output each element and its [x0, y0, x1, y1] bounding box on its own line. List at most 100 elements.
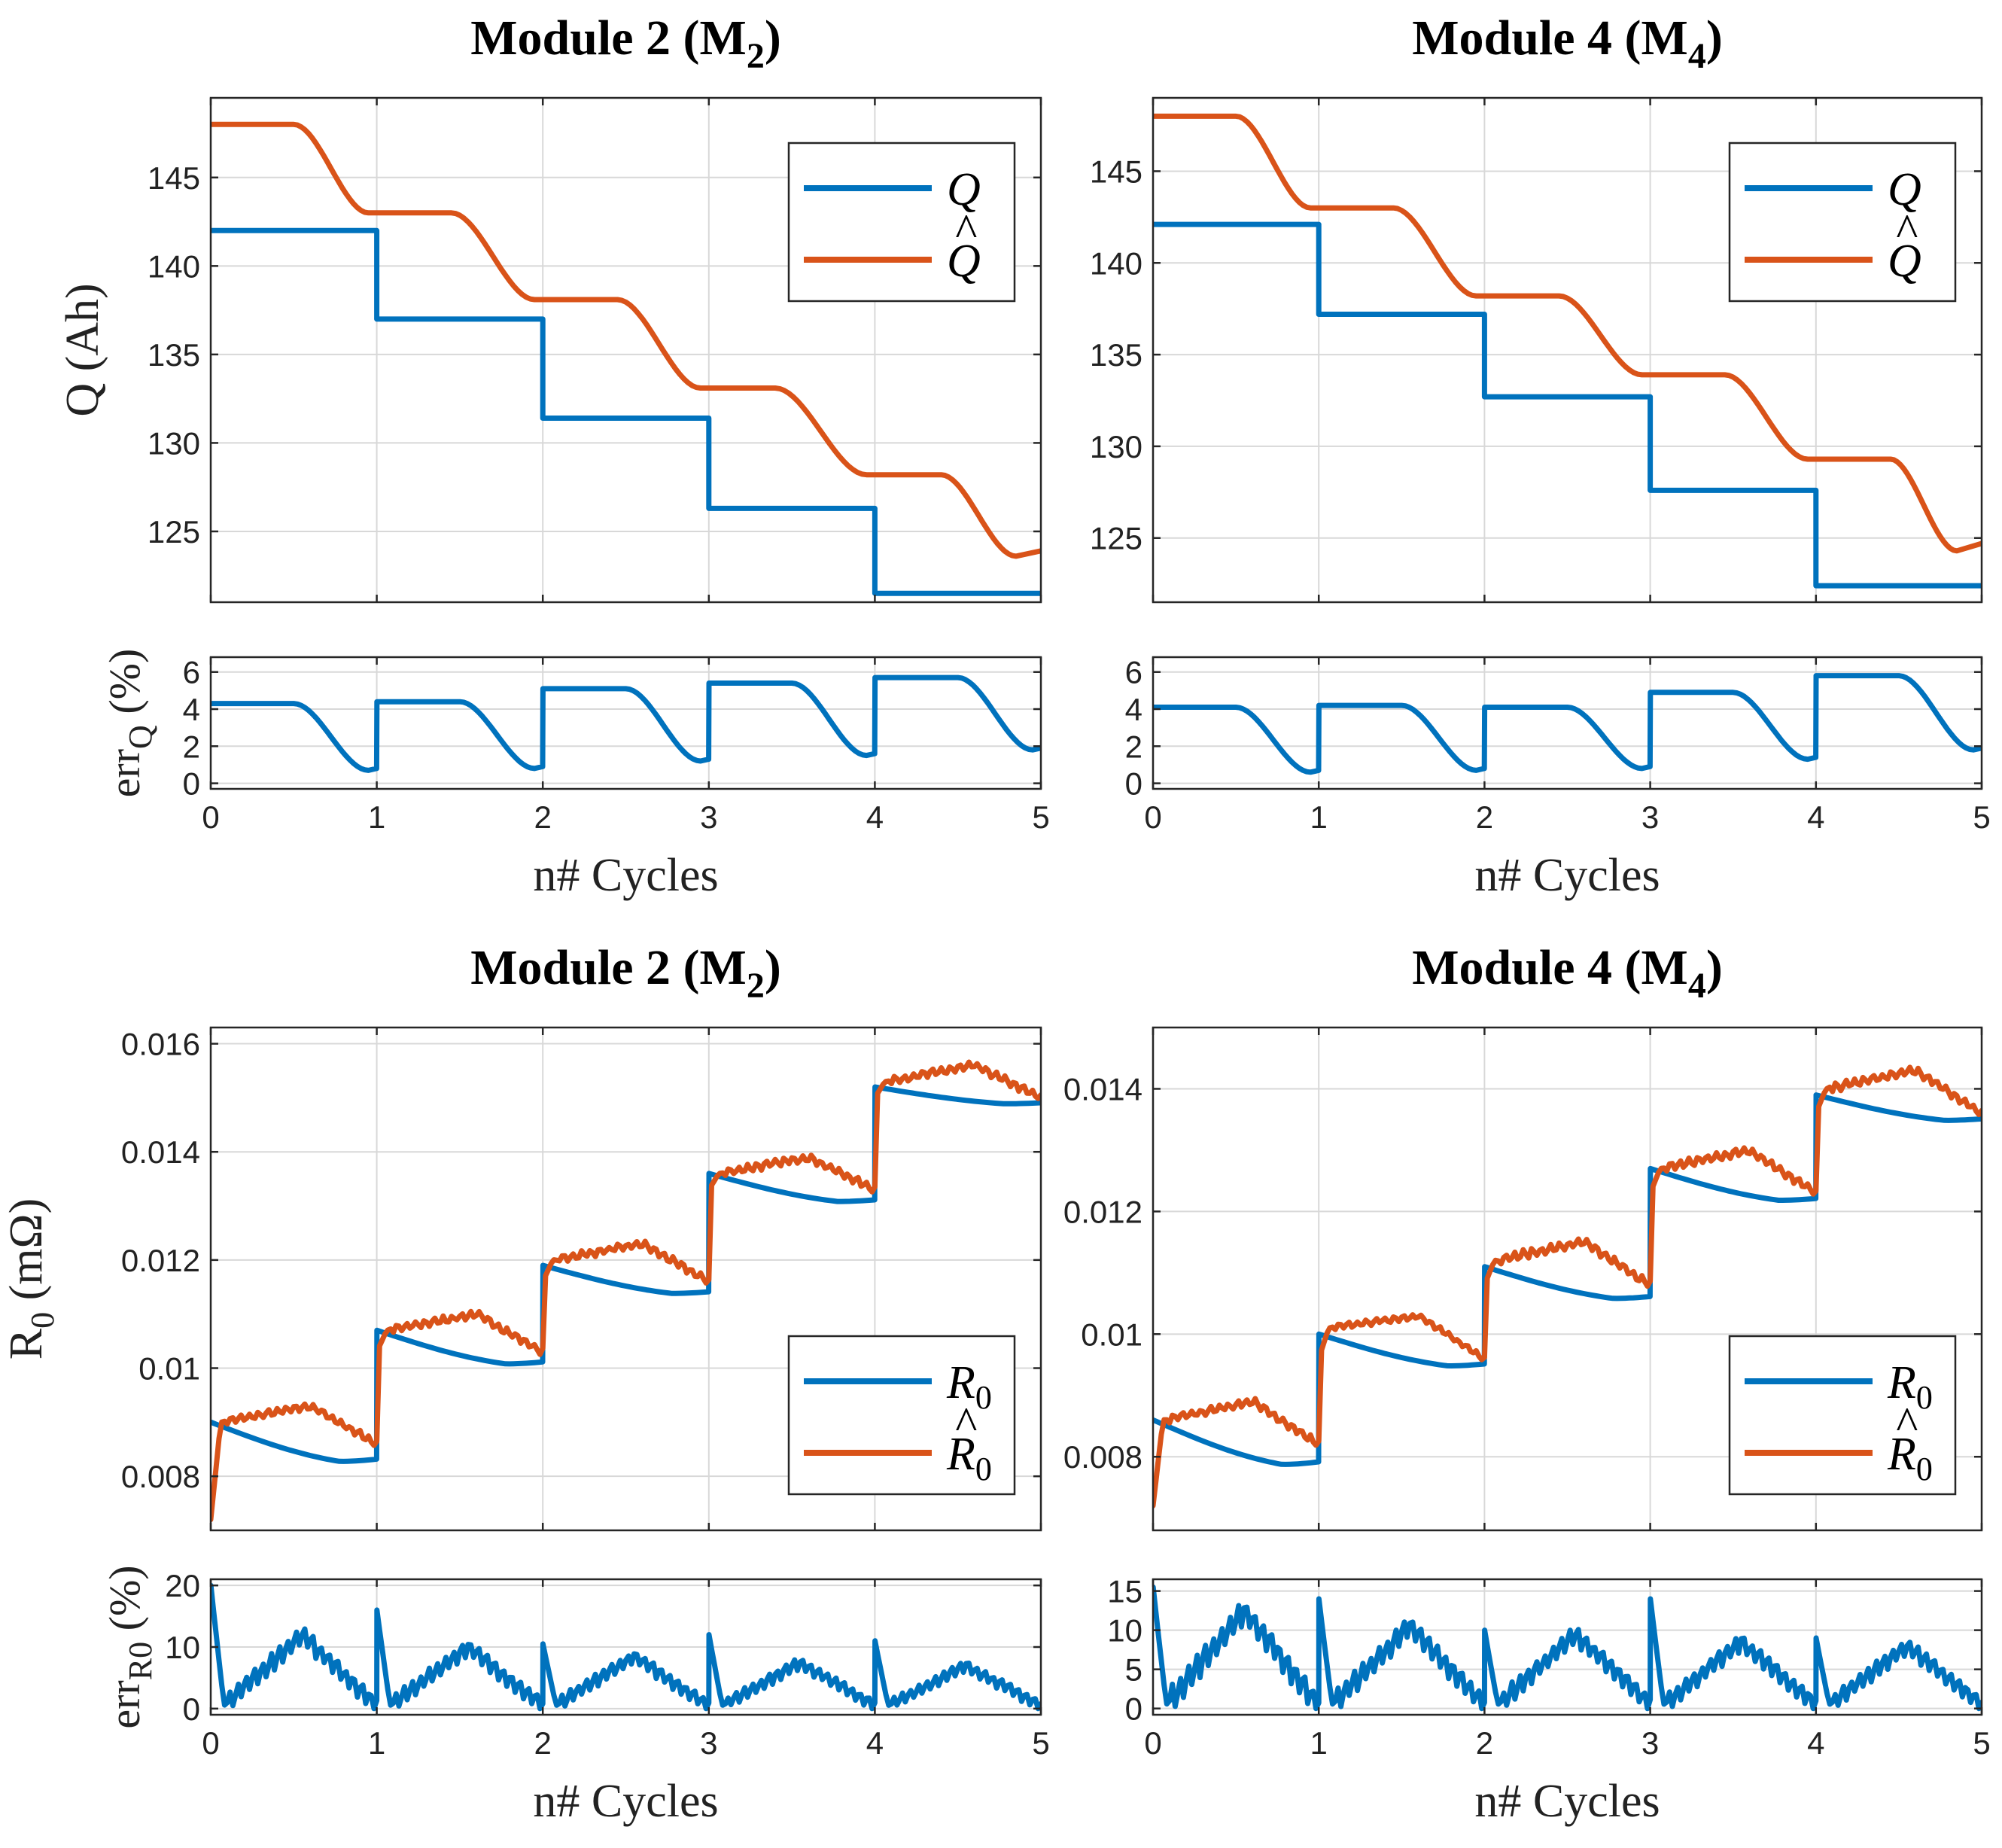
- y-tick-label: 0.014: [1063, 1071, 1142, 1107]
- x-tick-label: 1: [1310, 1725, 1328, 1761]
- x-axis-label: n# Cycles: [1474, 850, 1660, 901]
- y-tick-label: 0.008: [1063, 1439, 1142, 1475]
- x-tick-label: 5: [1973, 799, 1990, 835]
- y-tick-label: 6: [183, 655, 200, 690]
- legend-label: Q: [1888, 164, 1921, 215]
- series-line-0: [211, 674, 1041, 773]
- chart-title: Module 4 (M4): [1412, 940, 1723, 1006]
- legend-box: [1728, 1335, 1957, 1496]
- legend-label: R0: [946, 1429, 992, 1487]
- legend-box: [1728, 142, 1957, 303]
- x-tick-label: 0: [202, 1725, 219, 1761]
- series-line-0: [1153, 1092, 1982, 1467]
- legend: R0 R0^: [787, 1335, 1016, 1496]
- y-tick-label: 0.012: [121, 1243, 200, 1278]
- y-tick-label: 0.014: [121, 1134, 200, 1170]
- x-tick-label: 3: [700, 1725, 717, 1761]
- chart-q-m4: 125 130 135 140 145 Module 4 (M4) QQ^: [1090, 11, 1983, 604]
- series-line-0: [1153, 221, 1982, 589]
- y-tick-label: 135: [1090, 337, 1142, 373]
- x-axis-label: n# Cycles: [1474, 1776, 1660, 1827]
- legend-box: [787, 1335, 1016, 1496]
- hat-accent: ^: [954, 206, 977, 257]
- y-tick-label: 130: [148, 425, 200, 461]
- series-line-0: [1153, 673, 1982, 775]
- x-axis-label: n# Cycles: [533, 850, 718, 901]
- x-tick-label: 0: [1144, 1725, 1161, 1761]
- y-tick-label: 0.01: [138, 1351, 200, 1387]
- x-tick-label: 3: [1641, 1725, 1659, 1761]
- y-tick-label: 20: [165, 1568, 200, 1603]
- y-tick-label: 4: [183, 692, 200, 727]
- legend-label: Q: [1888, 236, 1921, 287]
- series-line-1: [211, 121, 1041, 559]
- y-tick-label: 145: [1090, 154, 1142, 189]
- x-tick-label: 4: [866, 1725, 884, 1761]
- x-tick-label: 5: [1032, 1725, 1049, 1761]
- x-tick-label: 0: [1144, 799, 1161, 835]
- axes-frame: [1152, 1578, 1983, 1716]
- y-tick-label: 15: [1107, 1574, 1142, 1609]
- y-axis-label: R0 (mΩ): [1, 1198, 61, 1359]
- y-axis-label: errQ (%): [100, 649, 159, 798]
- y-tick-label: 0: [1125, 766, 1142, 802]
- x-tick-label: 4: [1807, 799, 1824, 835]
- y-axis-label: errR0 (%): [100, 1565, 159, 1728]
- series-line-0: [1153, 1584, 1982, 1712]
- y-tick-label: 140: [148, 248, 200, 284]
- legend-label: R0: [946, 1357, 992, 1416]
- hat-accent: ^: [1895, 206, 1918, 257]
- x-tick-label: 2: [1476, 799, 1493, 835]
- legend-label: Q: [947, 164, 981, 215]
- legend: R0 R0^: [1728, 1335, 1957, 1496]
- chart-r0-m4: 0.008 0.01 0.012 0.014 Module 4 (M4) R0 R0^: [1063, 940, 1983, 1532]
- legend-box: [787, 142, 1016, 303]
- series-line-1: [1153, 1064, 1982, 1509]
- y-tick-label: 0.01: [1081, 1317, 1142, 1352]
- y-tick-label: 5: [1125, 1652, 1142, 1688]
- x-tick-label: 5: [1973, 1725, 1990, 1761]
- legend-label: Q: [947, 236, 981, 287]
- y-tick-label: 0: [1125, 1691, 1142, 1727]
- chart-q-m2: 125 130 135 140 145 Module 2 (M2) Q (Ah) QQ^: [57, 11, 1042, 604]
- legend-label: R0: [1887, 1357, 1933, 1416]
- y-tick-label: 145: [148, 160, 200, 196]
- axes-frame: [1152, 96, 1983, 604]
- y-tick-label: 0.016: [121, 1027, 200, 1062]
- x-tick-label: 1: [368, 799, 385, 835]
- y-tick-label: 130: [1090, 429, 1142, 464]
- y-tick-label: 0.008: [121, 1459, 200, 1494]
- y-axis-label: Q (Ah): [57, 283, 108, 416]
- x-tick-label: 4: [1807, 1725, 1824, 1761]
- axes-frame: [1152, 1026, 1983, 1532]
- chart-r0-m2: 0.008 0.01 0.012 0.014 0.016 Module 2 (M2) R0 …: [1, 940, 1042, 1532]
- x-tick-label: 2: [534, 799, 552, 835]
- y-tick-label: 125: [1090, 521, 1142, 556]
- legend: QQ^: [787, 142, 1016, 303]
- axes-frame: [209, 96, 1042, 604]
- y-tick-label: 140: [1090, 245, 1142, 281]
- legend: QQ^: [1728, 142, 1957, 303]
- chart-title: Module 2 (M2): [470, 940, 781, 1006]
- y-tick-label: 0.012: [1063, 1194, 1142, 1229]
- y-tick-label: 0: [183, 766, 200, 802]
- x-tick-label: 2: [534, 1725, 552, 1761]
- series-line-1: [211, 1059, 1041, 1523]
- y-tick-label: 10: [1107, 1613, 1142, 1649]
- x-axis-label: n# Cycles: [533, 1776, 718, 1827]
- axes-frame: [209, 1026, 1042, 1532]
- axes-frame: [1152, 656, 1983, 790]
- axes-frame: [209, 656, 1042, 790]
- x-tick-label: 3: [1641, 799, 1659, 835]
- x-tick-label: 5: [1032, 799, 1049, 835]
- series-line-0: [211, 1084, 1041, 1464]
- y-tick-label: 2: [1125, 729, 1142, 764]
- series-line-0: [211, 227, 1041, 596]
- chart-title: Module 4 (M4): [1412, 11, 1723, 76]
- y-tick-label: 2: [183, 729, 200, 764]
- chart-title: Module 2 (M2): [470, 11, 781, 76]
